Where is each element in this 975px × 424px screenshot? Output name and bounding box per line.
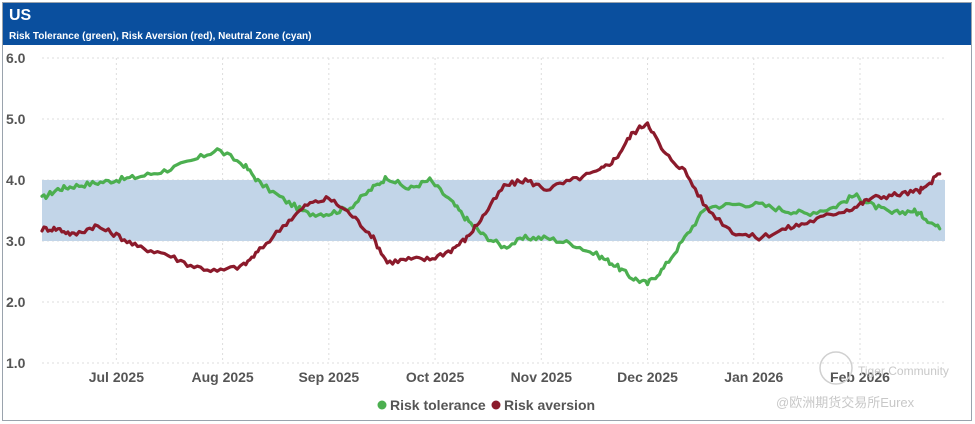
y-tick-label: 4.0 [6, 172, 26, 188]
y-tick-label: 6.0 [6, 50, 26, 66]
y-tick-label: 5.0 [6, 111, 26, 127]
series-line-risk-aversion [40, 121, 942, 274]
y-tick-label: 3.0 [6, 233, 26, 249]
chart-subtitle: Risk Tolerance (green), Risk Aversion (r… [9, 31, 312, 42]
y-tick-label: 1.0 [6, 355, 26, 371]
tiger-logo-icon [819, 351, 853, 385]
y-axis-ticks: 1.0 2.0 3.0 4.0 5.0 6.0 [6, 50, 26, 371]
series-lines [40, 121, 942, 287]
watermark: Tiger Community @欧洲期货交易所Eurex [776, 351, 949, 410]
legend-marker-risk-tolerance [377, 400, 387, 410]
chart-header: US Risk Tolerance (green), Risk Aversion… [3, 3, 971, 45]
watermark-handle: @欧洲期货交易所Eurex [776, 395, 915, 410]
x-tick-label: Jul 2025 [89, 369, 144, 385]
neutral-zone-band [42, 180, 945, 241]
x-tick-label: Dec 2025 [617, 369, 678, 385]
chart-title: US [9, 7, 32, 24]
x-tick-label: Nov 2025 [511, 369, 573, 385]
series-line-risk-tolerance [40, 147, 942, 287]
chart-legend: Risk tolerance Risk aversion [377, 397, 595, 413]
x-tick-label: Jan 2026 [724, 369, 783, 385]
legend-marker-risk-aversion [491, 400, 501, 410]
x-tick-label: Oct 2025 [406, 369, 465, 385]
x-tick-label: Sep 2025 [298, 369, 359, 385]
y-tick-label: 2.0 [6, 294, 26, 310]
legend-label-risk-tolerance: Risk tolerance [390, 397, 486, 413]
x-axis-ticks: Jul 2025 Aug 2025 Sep 2025 Oct 2025 Nov 2025… [89, 369, 890, 385]
watermark-brand: Tiger Community [858, 364, 949, 378]
legend-label-risk-aversion: Risk aversion [504, 397, 595, 413]
x-tick-label: Aug 2025 [191, 369, 253, 385]
